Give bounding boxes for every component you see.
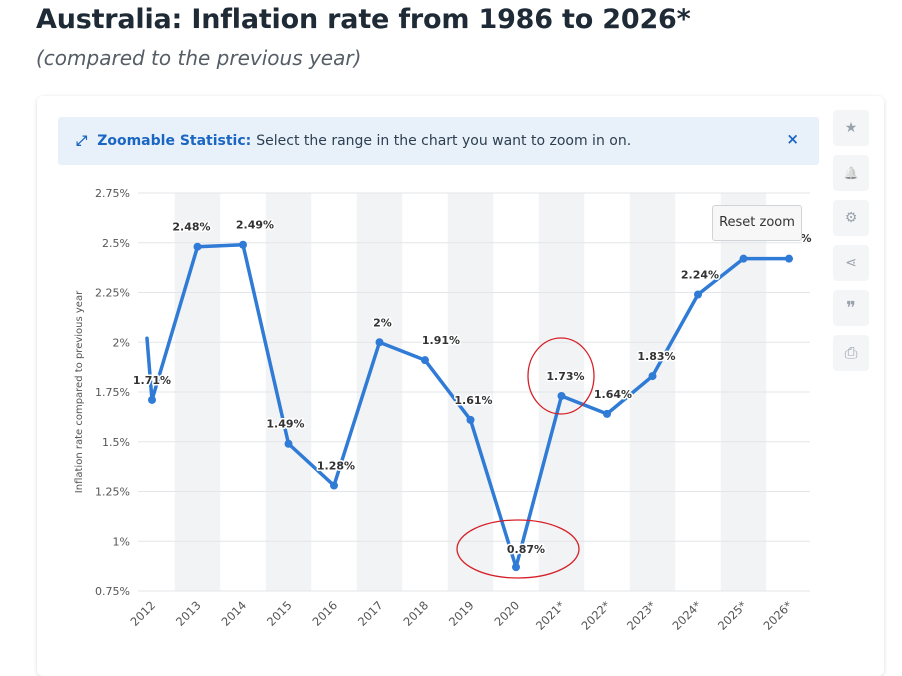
- data-point[interactable]: [330, 481, 338, 490]
- data-label: 1.49%: [266, 418, 304, 431]
- share-button[interactable]: ⋖: [833, 245, 869, 281]
- x-tick-label: 2013: [173, 598, 204, 629]
- print-icon: ⎙: [844, 343, 858, 362]
- gear-icon: ⚙: [844, 210, 858, 226]
- star-icon: ★: [844, 120, 858, 136]
- x-tick-label: 2015: [264, 598, 295, 629]
- x-tick-label: 2022*: [578, 598, 613, 633]
- data-point[interactable]: [421, 356, 429, 365]
- data-point[interactable]: [148, 395, 156, 404]
- data-point[interactable]: [694, 290, 702, 299]
- data-label: 1.28%: [317, 460, 355, 473]
- y-tick-label: 2.25%: [95, 287, 130, 300]
- y-tick-label: 1.75%: [95, 386, 130, 399]
- data-label: 2.24%: [681, 268, 719, 281]
- cite-button[interactable]: ❞: [833, 290, 869, 326]
- banner-text: Select the range in the chart you want t…: [256, 133, 632, 149]
- x-tick-label: 2012: [128, 598, 159, 629]
- zoom-banner: ⤢ Zoomable Statistic: Select the range i…: [58, 117, 819, 165]
- data-point[interactable]: [239, 240, 247, 249]
- notification-button[interactable]: 🔔: [833, 155, 869, 191]
- x-tick-label: 2023*: [624, 598, 659, 633]
- reset-zoom-button[interactable]: Reset zoom: [712, 205, 802, 241]
- data-point[interactable]: [785, 254, 793, 263]
- x-tick-label: 2014: [219, 598, 250, 629]
- share-icon: ⋖: [845, 255, 857, 271]
- page-subtitle: (compared to the previous year): [36, 46, 362, 70]
- y-tick-label: 2.75%: [95, 187, 130, 200]
- data-label: 2.49%: [236, 219, 274, 232]
- data-point[interactable]: [557, 391, 566, 400]
- data-label: 1.91%: [422, 334, 460, 347]
- x-tick-label: 2018: [401, 598, 432, 629]
- y-tick-label: 1.25%: [95, 486, 130, 499]
- data-label: 1.83%: [637, 350, 675, 363]
- x-tick-label: 2016: [310, 598, 341, 629]
- bell-icon: 🔔: [843, 166, 859, 180]
- x-tick-label: 2020: [492, 598, 523, 629]
- favorite-button[interactable]: ★: [833, 110, 869, 146]
- data-label: 0.87%: [507, 543, 545, 556]
- data-point[interactable]: [603, 409, 611, 418]
- print-button[interactable]: ⎙: [833, 335, 869, 371]
- data-point[interactable]: [648, 372, 657, 381]
- line-chart[interactable]: 0.75% 1% 1.25% 1.5% 1.75% 2% 2.25% 2.5% 2.75% Inf…: [0, 0, 902, 656]
- annotation-ellipse: [456, 519, 580, 579]
- expand-arrows-icon: ⤢: [76, 133, 88, 149]
- x-tick-label: 2025*: [715, 598, 750, 633]
- data-point[interactable]: [739, 254, 748, 263]
- data-label: 2%: [373, 316, 392, 329]
- x-tick-label: 2019: [446, 598, 477, 629]
- close-banner-button[interactable]: ×: [786, 130, 799, 148]
- y-tick-label: 1.5%: [102, 436, 130, 449]
- y-tick-label: 0.75%: [95, 585, 130, 598]
- quote-icon: ❞: [846, 297, 856, 319]
- x-tick-label: 2024*: [669, 598, 704, 633]
- data-point[interactable]: [375, 338, 384, 347]
- data-point[interactable]: [512, 563, 520, 572]
- page-title: Australia: Inflation rate from 1986 to 2…: [36, 4, 691, 35]
- y-tick-label: 2%: [113, 336, 130, 349]
- banner-lead: Zoomable Statistic:: [97, 133, 252, 149]
- data-label: 1.64%: [594, 388, 632, 401]
- partial-data-label: %: [800, 232, 811, 245]
- data-label: 1.61%: [454, 394, 492, 407]
- annotation-ellipse: [527, 337, 595, 415]
- data-point[interactable]: [466, 415, 475, 424]
- y-tick-label: 1%: [113, 535, 130, 548]
- data-label: 2.48%: [172, 221, 210, 234]
- x-tick-label: 2021*: [533, 598, 568, 633]
- settings-button[interactable]: ⚙: [833, 200, 869, 236]
- data-point[interactable]: [193, 242, 202, 251]
- y-tick-label: 2.5%: [102, 237, 130, 250]
- x-tick-label: 2017: [355, 598, 386, 629]
- x-tick-label: 2026*: [760, 598, 795, 633]
- series-line: [145, 242, 791, 569]
- data-label: 1.71%: [133, 374, 171, 387]
- y-axis-title: Inflation rate compared to previous year: [74, 290, 85, 493]
- data-label: 1.73%: [546, 370, 584, 383]
- data-point[interactable]: [284, 439, 293, 448]
